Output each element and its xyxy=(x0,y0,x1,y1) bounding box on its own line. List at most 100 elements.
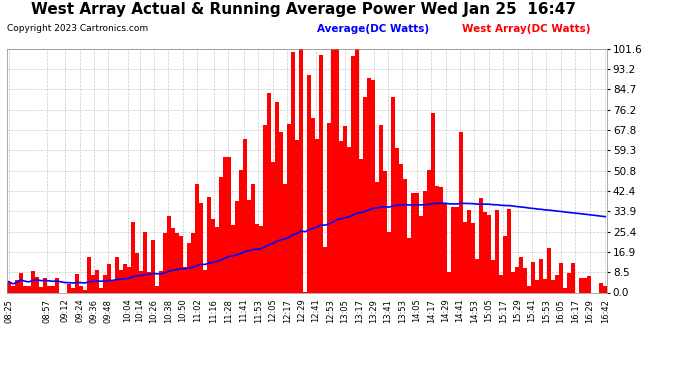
Bar xyxy=(324,247,327,292)
Bar xyxy=(31,271,34,292)
Bar xyxy=(255,224,259,292)
Bar xyxy=(380,125,383,292)
Bar xyxy=(251,184,255,292)
Bar xyxy=(587,276,591,292)
Bar xyxy=(495,210,499,292)
Bar xyxy=(307,75,310,292)
Bar xyxy=(155,286,159,292)
Bar xyxy=(531,262,535,292)
Bar xyxy=(487,216,491,292)
Bar xyxy=(199,203,203,292)
Bar xyxy=(440,187,443,292)
Bar xyxy=(347,147,351,292)
Bar xyxy=(271,162,275,292)
Bar xyxy=(135,253,139,292)
Text: West Array Actual & Running Average Power Wed Jan 25  16:47: West Array Actual & Running Average Powe… xyxy=(31,2,576,17)
Bar xyxy=(515,267,519,292)
Bar xyxy=(600,283,603,292)
Bar xyxy=(511,272,515,292)
Bar xyxy=(87,256,90,292)
Text: Average(DC Watts): Average(DC Watts) xyxy=(317,24,429,34)
Bar xyxy=(384,171,387,292)
Bar xyxy=(315,139,319,292)
Bar xyxy=(39,286,43,292)
Bar xyxy=(584,278,587,292)
Bar xyxy=(355,49,359,292)
Bar xyxy=(227,157,230,292)
Bar xyxy=(187,243,190,292)
Bar xyxy=(411,194,415,292)
Bar xyxy=(11,286,14,292)
Bar xyxy=(359,159,363,292)
Bar xyxy=(131,222,135,292)
Bar xyxy=(195,184,199,292)
Bar xyxy=(339,141,343,292)
Bar xyxy=(151,240,155,292)
Bar xyxy=(415,193,419,292)
Bar xyxy=(127,267,130,292)
Bar xyxy=(171,228,175,292)
Bar xyxy=(564,288,567,292)
Bar xyxy=(484,212,487,292)
Bar xyxy=(540,259,543,292)
Bar xyxy=(580,278,583,292)
Bar xyxy=(19,273,23,292)
Bar xyxy=(15,280,19,292)
Bar xyxy=(464,222,467,292)
Bar xyxy=(167,216,170,292)
Bar xyxy=(184,267,187,292)
Bar xyxy=(124,264,127,292)
Bar xyxy=(259,226,263,292)
Bar xyxy=(351,57,355,292)
Bar xyxy=(291,53,295,292)
Bar xyxy=(295,140,299,292)
Bar xyxy=(191,234,195,292)
Bar xyxy=(404,179,407,292)
Bar xyxy=(451,207,455,292)
Bar xyxy=(91,275,95,292)
Bar xyxy=(507,209,511,292)
Bar xyxy=(235,201,239,292)
Bar xyxy=(75,274,79,292)
Bar xyxy=(247,200,250,292)
Bar xyxy=(107,264,110,292)
Bar xyxy=(447,272,451,292)
Bar xyxy=(567,273,571,292)
Bar xyxy=(467,210,471,292)
Bar xyxy=(311,118,315,292)
Bar xyxy=(367,78,371,292)
Bar xyxy=(267,93,270,292)
Bar xyxy=(364,97,367,292)
Bar xyxy=(47,286,50,292)
Bar xyxy=(67,284,70,292)
Bar xyxy=(71,288,75,292)
Bar xyxy=(407,238,411,292)
Bar xyxy=(83,290,87,292)
Bar xyxy=(287,124,290,292)
Bar xyxy=(424,190,427,292)
Bar xyxy=(455,207,459,292)
Bar xyxy=(387,232,391,292)
Bar xyxy=(535,280,539,292)
Bar xyxy=(571,263,575,292)
Bar xyxy=(431,114,435,292)
Bar xyxy=(279,132,283,292)
Bar xyxy=(231,225,235,292)
Text: West Array(DC Watts): West Array(DC Watts) xyxy=(462,24,591,34)
Bar xyxy=(480,198,483,292)
Bar xyxy=(27,285,30,292)
Bar xyxy=(471,223,475,292)
Bar xyxy=(119,270,123,292)
Bar xyxy=(175,233,179,292)
Bar xyxy=(560,263,563,292)
Bar xyxy=(427,170,431,292)
Bar xyxy=(95,270,99,292)
Bar xyxy=(7,282,10,292)
Bar xyxy=(520,257,523,292)
Bar xyxy=(327,123,331,292)
Bar xyxy=(551,280,555,292)
Bar xyxy=(211,219,215,292)
Bar xyxy=(524,268,527,292)
Bar xyxy=(51,286,55,292)
Bar xyxy=(375,182,379,292)
